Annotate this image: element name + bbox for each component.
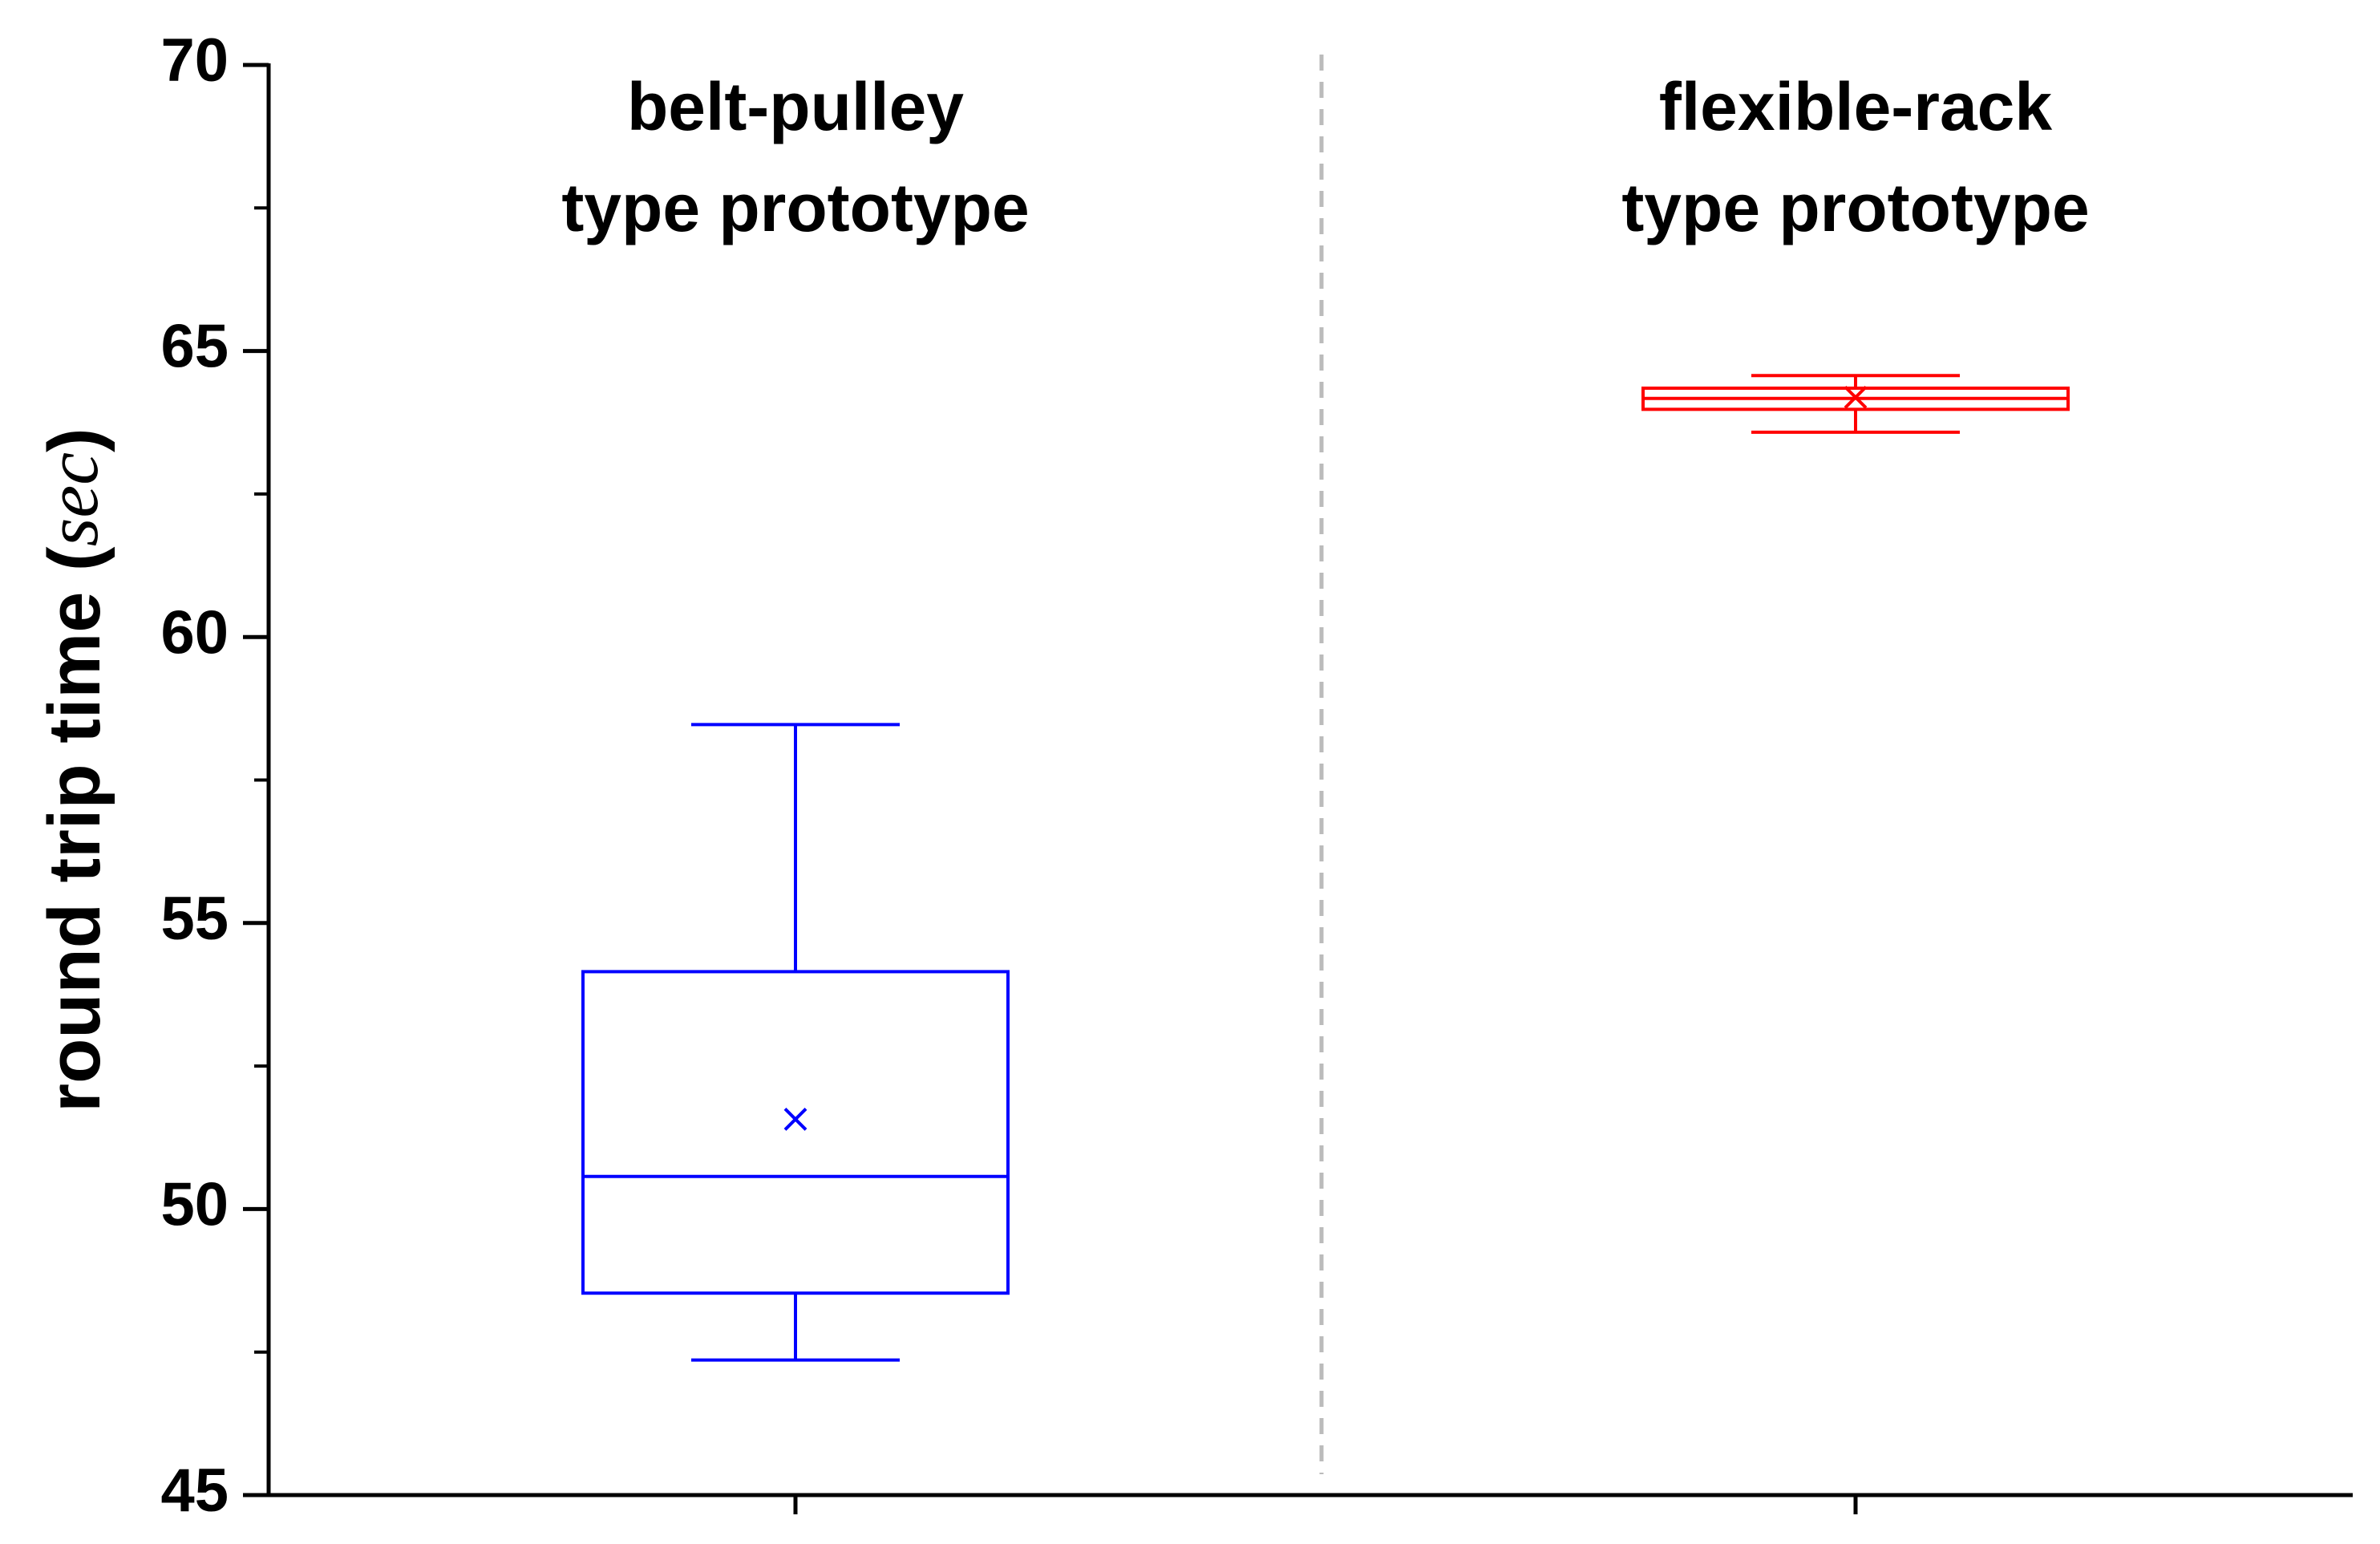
y-tick-label: 65 [160, 313, 229, 381]
mean-marker [1844, 385, 1868, 409]
y-tick-label: 60 [160, 598, 229, 667]
y-label-text: round trip time ( [34, 546, 115, 1112]
y-axis-label: round trip time (sec) [31, 428, 115, 1112]
y-tick-label: 70 [160, 26, 229, 95]
mean-marker [783, 1108, 808, 1131]
y-label-unit: sec [31, 452, 113, 546]
y-label-text: ) [34, 428, 115, 452]
category-label: type prototype [1621, 170, 2089, 245]
category-label: type prototype [561, 170, 1029, 245]
category-label: flexible-rack [1659, 69, 2053, 144]
y-tick-label: 45 [160, 1457, 229, 1525]
category-label: belt-pulley [627, 69, 964, 144]
y-tick-label: 55 [160, 885, 229, 953]
y-tick-label: 50 [160, 1170, 229, 1238]
box [581, 970, 1010, 1295]
